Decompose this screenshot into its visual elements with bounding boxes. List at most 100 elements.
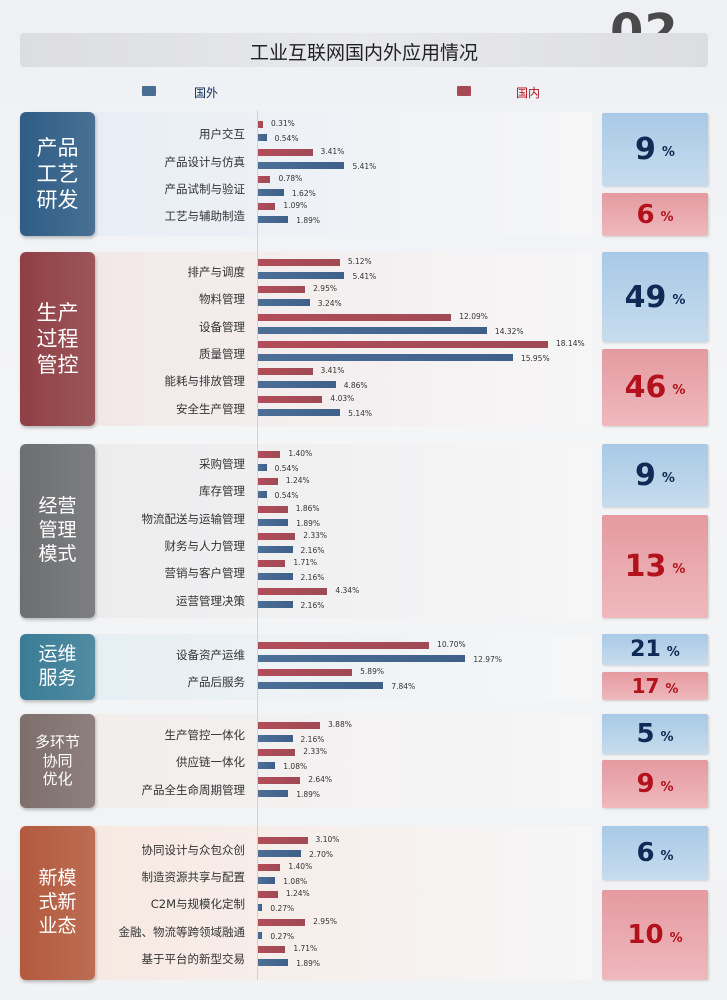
value-label-international: 1.89% [296, 216, 321, 226]
category-label: 质量管理 [199, 347, 245, 361]
value-label-international: 12.97% [473, 654, 502, 664]
bar-domestic [258, 395, 323, 403]
value-label-international: 1.89% [296, 518, 321, 528]
category-label: 设备管理 [199, 319, 245, 334]
section-tab: 生产 过程 管控 [20, 252, 95, 426]
section-name: 产品 工艺 研发 [36, 135, 79, 213]
section-name: 运维 服务 [38, 643, 77, 689]
legend-intl-swatch [142, 86, 156, 96]
section-tab: 新模 式新 业态 [20, 826, 95, 980]
section-name: 多环节 协同 优化 [34, 732, 80, 789]
section-background [20, 714, 592, 808]
value-label-international: 1.08% [283, 762, 308, 772]
bar-international [258, 654, 466, 662]
value-label-international: 0.54% [274, 491, 299, 501]
value-label-international: 2.16% [300, 600, 325, 610]
category-label: 生产管控一体化 [164, 728, 246, 743]
dom-percent-value: 46 [624, 370, 667, 405]
bar-international [258, 877, 276, 885]
percent-unit: % [661, 471, 675, 486]
value-label-international: 0.27% [270, 904, 295, 914]
section-background [20, 112, 592, 236]
category-label: 协同设计与众包众创 [141, 842, 246, 857]
intl-percent-value: 49 [624, 279, 667, 315]
dom-percent-value: 10 [627, 920, 664, 950]
bar-domestic [258, 478, 278, 486]
bar-domestic [258, 176, 271, 183]
value-label-domestic: 1.40% [288, 862, 313, 872]
bar-international [258, 381, 336, 389]
intl-percent-value: 9 [635, 132, 656, 167]
intl-percent-value: 5 [636, 719, 655, 749]
category-label: 产品设计与仿真 [164, 154, 246, 169]
value-label-domestic: 4.34% [335, 585, 360, 595]
value-label-domestic: 1.40% [288, 449, 313, 459]
bar-domestic [258, 945, 286, 953]
value-label-international: 0.54% [274, 464, 299, 474]
section-name: 经营 管理 模式 [38, 495, 77, 565]
value-label-domestic: 3.41% [320, 366, 345, 376]
percent-unit: % [666, 645, 680, 660]
dom-percent-value: 9 [636, 769, 655, 799]
bar-domestic [258, 259, 340, 267]
category-label: C2M与规模化定制 [150, 897, 245, 912]
bar-domestic [258, 560, 286, 568]
bar-domestic [258, 533, 296, 540]
value-label-domestic: 2.33% [303, 747, 328, 757]
dom-percent-box: 10% [602, 890, 708, 980]
section-tab: 多环节 协同 优化 [20, 714, 95, 808]
category-label: 采购管理 [199, 457, 245, 472]
bar-international [258, 849, 302, 857]
value-label-international: 5.41% [352, 272, 377, 282]
percent-unit: % [660, 729, 674, 745]
value-label-domestic: 2.33% [303, 531, 328, 540]
bar-international [258, 272, 345, 280]
section-tab: 经营 管理 模式 [20, 444, 95, 618]
bar-international [258, 573, 293, 581]
value-label-international: 4.86% [343, 381, 368, 391]
value-label-domestic: 0.31% [270, 119, 295, 129]
value-label-international: 1.62% [291, 189, 316, 198]
value-label-international: 0.54% [274, 134, 299, 144]
percent-unit: % [669, 930, 683, 946]
intl-percent-box: 6% [602, 826, 708, 880]
dom-percent-value: 13 [624, 549, 667, 584]
category-label: 供应链一体化 [176, 755, 245, 770]
category-label: 产品全生命周期管理 [141, 782, 246, 797]
bar-international [258, 518, 289, 526]
value-label-international: 2.16% [300, 546, 325, 555]
category-label: 运营管理决策 [176, 593, 245, 608]
category-label: 营销与客户管理 [164, 566, 246, 581]
value-label-international: 14.32% [494, 326, 524, 336]
legend-dom-swatch [457, 86, 471, 96]
section-name: 生产 过程 管控 [36, 300, 79, 378]
bar-domestic [258, 587, 328, 595]
bar-domestic [258, 864, 281, 872]
percent-unit: % [660, 210, 674, 225]
percent-unit: % [660, 848, 674, 864]
value-label-international: 1.89% [296, 789, 321, 799]
value-label-domestic: 0.78% [278, 174, 303, 183]
percent-unit: % [660, 779, 674, 795]
category-label: 金融、物流等跨领域融通 [118, 924, 246, 939]
bar-international [258, 762, 276, 770]
category-label: 安全生产管理 [176, 401, 245, 416]
value-label-domestic: 1.86% [295, 503, 320, 513]
value-label-domestic: 2.64% [308, 774, 333, 784]
value-label-domestic: 12.09% [459, 311, 488, 321]
intl-percent-value: 21 [630, 637, 661, 662]
bar-domestic [258, 918, 306, 926]
intl-percent-box: 9% [602, 444, 708, 507]
value-label-international: 2.16% [300, 573, 325, 583]
bar-domestic [258, 341, 548, 348]
value-label-domestic: 3.41% [320, 146, 345, 156]
dom-percent-value: 6 [636, 199, 655, 230]
value-label-domestic: 1.09% [283, 201, 308, 211]
category-label: 库存管理 [199, 484, 245, 499]
intl-percent-box: 9% [602, 113, 708, 186]
bar-domestic [258, 148, 313, 156]
title-bar: 工业互联网国内外应用情况 [20, 33, 708, 67]
value-label-domestic: 10.70% [437, 639, 466, 649]
intl-percent-value: 9 [635, 458, 656, 493]
bar-international [258, 546, 293, 553]
